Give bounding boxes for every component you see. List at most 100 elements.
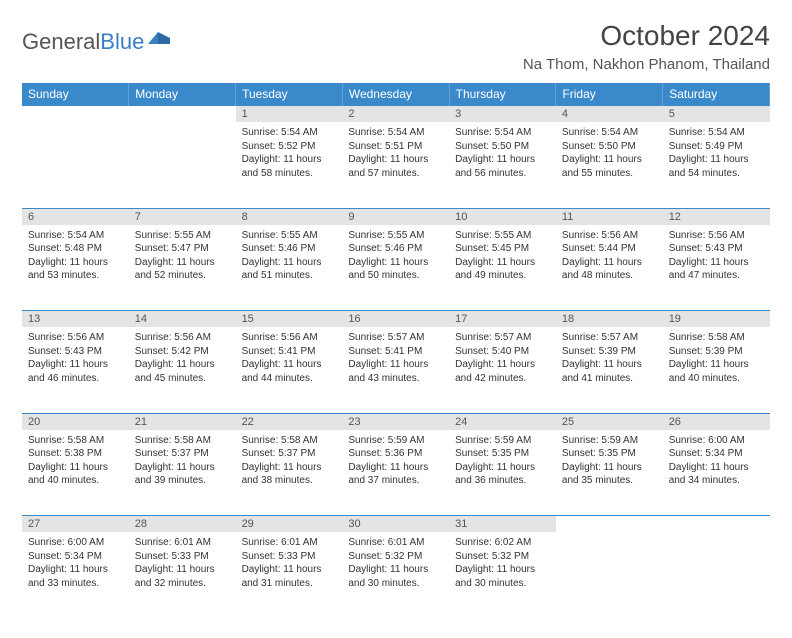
day-cell: Sunrise: 5:56 AMSunset: 5:41 PMDaylight:… <box>236 327 343 413</box>
day-cell-content: Sunrise: 5:55 AMSunset: 5:45 PMDaylight:… <box>449 225 556 287</box>
day-number-cell: 25 <box>556 413 663 430</box>
day-cell: Sunrise: 6:02 AMSunset: 5:32 PMDaylight:… <box>449 532 556 618</box>
day-header: Sunday <box>22 83 129 106</box>
calendar-table: SundayMondayTuesdayWednesdayThursdayFrid… <box>22 83 770 618</box>
logo-mark-icon <box>148 24 170 50</box>
day-cell-content: Sunrise: 5:59 AMSunset: 5:35 PMDaylight:… <box>556 430 663 492</box>
day-number-cell <box>129 106 236 123</box>
day-cell-content: Sunrise: 5:59 AMSunset: 5:36 PMDaylight:… <box>342 430 449 492</box>
day-cell-content: Sunrise: 5:58 AMSunset: 5:39 PMDaylight:… <box>663 327 770 389</box>
day-header: Monday <box>129 83 236 106</box>
day-cell <box>663 532 770 618</box>
day-cell: Sunrise: 5:56 AMSunset: 5:43 PMDaylight:… <box>663 225 770 311</box>
day-number-cell: 20 <box>22 413 129 430</box>
day-number-cell: 6 <box>22 208 129 225</box>
day-number-cell: 5 <box>663 106 770 123</box>
day-number-cell: 13 <box>22 311 129 328</box>
day-cell-content: Sunrise: 6:01 AMSunset: 5:32 PMDaylight:… <box>342 532 449 594</box>
day-header: Thursday <box>449 83 556 106</box>
day-cell: Sunrise: 5:54 AMSunset: 5:50 PMDaylight:… <box>449 122 556 208</box>
header: GeneralBlue October 2024 Na Thom, Nakhon… <box>22 20 770 73</box>
day-cell-content: Sunrise: 6:01 AMSunset: 5:33 PMDaylight:… <box>236 532 343 594</box>
day-cell: Sunrise: 5:59 AMSunset: 5:36 PMDaylight:… <box>342 430 449 516</box>
calendar-page: GeneralBlue October 2024 Na Thom, Nakhon… <box>0 0 792 638</box>
day-cell-content: Sunrise: 5:58 AMSunset: 5:37 PMDaylight:… <box>129 430 236 492</box>
day-cell: Sunrise: 5:54 AMSunset: 5:50 PMDaylight:… <box>556 122 663 208</box>
day-number-cell: 23 <box>342 413 449 430</box>
day-cell-content: Sunrise: 5:56 AMSunset: 5:43 PMDaylight:… <box>22 327 129 389</box>
day-number-row: 2728293031 <box>22 516 770 533</box>
day-cell: Sunrise: 5:59 AMSunset: 5:35 PMDaylight:… <box>449 430 556 516</box>
day-cell-content: Sunrise: 5:56 AMSunset: 5:41 PMDaylight:… <box>236 327 343 389</box>
day-cell: Sunrise: 5:55 AMSunset: 5:46 PMDaylight:… <box>236 225 343 311</box>
day-cell: Sunrise: 5:58 AMSunset: 5:37 PMDaylight:… <box>129 430 236 516</box>
day-cell-content: Sunrise: 5:57 AMSunset: 5:41 PMDaylight:… <box>342 327 449 389</box>
day-number-cell <box>22 106 129 123</box>
day-data-row: Sunrise: 5:54 AMSunset: 5:48 PMDaylight:… <box>22 225 770 311</box>
day-number-cell <box>663 516 770 533</box>
day-number-cell: 28 <box>129 516 236 533</box>
day-cell <box>129 122 236 208</box>
day-cell: Sunrise: 5:55 AMSunset: 5:45 PMDaylight:… <box>449 225 556 311</box>
day-cell-content: Sunrise: 5:55 AMSunset: 5:47 PMDaylight:… <box>129 225 236 287</box>
day-number-cell: 24 <box>449 413 556 430</box>
day-number-cell: 26 <box>663 413 770 430</box>
day-cell-content: Sunrise: 5:57 AMSunset: 5:39 PMDaylight:… <box>556 327 663 389</box>
day-number-cell: 1 <box>236 106 343 123</box>
day-cell: Sunrise: 5:56 AMSunset: 5:43 PMDaylight:… <box>22 327 129 413</box>
day-number-row: 6789101112 <box>22 208 770 225</box>
day-header: Wednesday <box>342 83 449 106</box>
day-cell <box>22 122 129 208</box>
day-number-row: 13141516171819 <box>22 311 770 328</box>
day-cell-content: Sunrise: 5:54 AMSunset: 5:49 PMDaylight:… <box>663 122 770 184</box>
day-cell: Sunrise: 5:54 AMSunset: 5:49 PMDaylight:… <box>663 122 770 208</box>
day-cell-content: Sunrise: 5:56 AMSunset: 5:42 PMDaylight:… <box>129 327 236 389</box>
day-cell: Sunrise: 5:54 AMSunset: 5:51 PMDaylight:… <box>342 122 449 208</box>
day-cell: Sunrise: 5:54 AMSunset: 5:52 PMDaylight:… <box>236 122 343 208</box>
day-cell-content: Sunrise: 5:54 AMSunset: 5:50 PMDaylight:… <box>449 122 556 184</box>
day-cell: Sunrise: 6:00 AMSunset: 5:34 PMDaylight:… <box>663 430 770 516</box>
day-number-cell: 21 <box>129 413 236 430</box>
day-cell-content: Sunrise: 6:00 AMSunset: 5:34 PMDaylight:… <box>663 430 770 492</box>
day-cell-content: Sunrise: 5:54 AMSunset: 5:52 PMDaylight:… <box>236 122 343 184</box>
day-cell-content: Sunrise: 5:54 AMSunset: 5:48 PMDaylight:… <box>22 225 129 287</box>
day-cell-content: Sunrise: 6:01 AMSunset: 5:33 PMDaylight:… <box>129 532 236 594</box>
day-number-cell: 19 <box>663 311 770 328</box>
day-data-row: Sunrise: 5:54 AMSunset: 5:52 PMDaylight:… <box>22 122 770 208</box>
day-cell: Sunrise: 6:01 AMSunset: 5:33 PMDaylight:… <box>129 532 236 618</box>
day-number-cell: 18 <box>556 311 663 328</box>
day-cell-content: Sunrise: 6:00 AMSunset: 5:34 PMDaylight:… <box>22 532 129 594</box>
day-cell: Sunrise: 5:58 AMSunset: 5:38 PMDaylight:… <box>22 430 129 516</box>
day-header: Friday <box>556 83 663 106</box>
day-number-cell: 2 <box>342 106 449 123</box>
day-number-row: 12345 <box>22 106 770 123</box>
day-number-cell: 9 <box>342 208 449 225</box>
day-number-cell: 10 <box>449 208 556 225</box>
day-data-row: Sunrise: 6:00 AMSunset: 5:34 PMDaylight:… <box>22 532 770 618</box>
day-data-row: Sunrise: 5:58 AMSunset: 5:38 PMDaylight:… <box>22 430 770 516</box>
day-cell: Sunrise: 5:57 AMSunset: 5:39 PMDaylight:… <box>556 327 663 413</box>
day-cell: Sunrise: 6:01 AMSunset: 5:32 PMDaylight:… <box>342 532 449 618</box>
title-block: October 2024 Na Thom, Nakhon Phanom, Tha… <box>523 20 770 73</box>
day-cell-content: Sunrise: 5:55 AMSunset: 5:46 PMDaylight:… <box>342 225 449 287</box>
day-number-cell: 15 <box>236 311 343 328</box>
day-cell-content: Sunrise: 5:54 AMSunset: 5:51 PMDaylight:… <box>342 122 449 184</box>
day-number-cell: 8 <box>236 208 343 225</box>
day-cell: Sunrise: 6:01 AMSunset: 5:33 PMDaylight:… <box>236 532 343 618</box>
day-cell: Sunrise: 6:00 AMSunset: 5:34 PMDaylight:… <box>22 532 129 618</box>
day-number-row: 20212223242526 <box>22 413 770 430</box>
day-number-cell: 30 <box>342 516 449 533</box>
day-cell: Sunrise: 5:55 AMSunset: 5:46 PMDaylight:… <box>342 225 449 311</box>
day-cell-content: Sunrise: 5:57 AMSunset: 5:40 PMDaylight:… <box>449 327 556 389</box>
day-cell: Sunrise: 5:58 AMSunset: 5:37 PMDaylight:… <box>236 430 343 516</box>
day-cell-content: Sunrise: 5:56 AMSunset: 5:44 PMDaylight:… <box>556 225 663 287</box>
day-cell-content: Sunrise: 5:58 AMSunset: 5:37 PMDaylight:… <box>236 430 343 492</box>
day-number-cell: 3 <box>449 106 556 123</box>
day-cell-content: Sunrise: 5:59 AMSunset: 5:35 PMDaylight:… <box>449 430 556 492</box>
month-title: October 2024 <box>523 20 770 52</box>
day-number-cell: 14 <box>129 311 236 328</box>
day-header: Saturday <box>663 83 770 106</box>
day-cell: Sunrise: 5:57 AMSunset: 5:41 PMDaylight:… <box>342 327 449 413</box>
day-data-row: Sunrise: 5:56 AMSunset: 5:43 PMDaylight:… <box>22 327 770 413</box>
day-header-row: SundayMondayTuesdayWednesdayThursdayFrid… <box>22 83 770 106</box>
